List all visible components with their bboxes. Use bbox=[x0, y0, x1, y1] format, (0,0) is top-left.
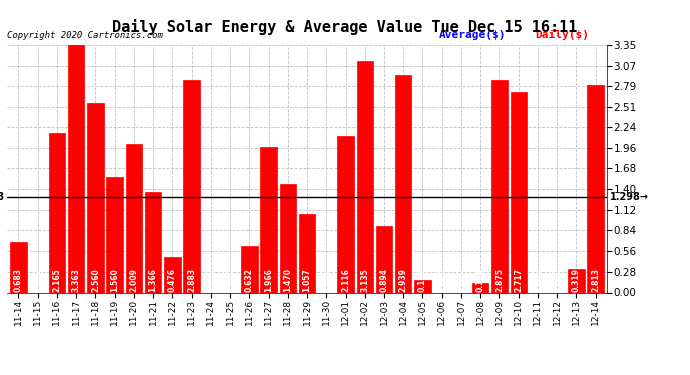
Bar bbox=[395, 75, 411, 292]
Text: 0.124: 0.124 bbox=[475, 268, 484, 292]
Text: 2.813: 2.813 bbox=[591, 268, 600, 292]
Text: 0.476: 0.476 bbox=[168, 268, 177, 292]
Text: Daily($): Daily($) bbox=[535, 30, 589, 40]
Text: 1.298→: 1.298→ bbox=[610, 192, 649, 202]
Bar bbox=[184, 80, 200, 292]
Bar bbox=[376, 226, 392, 292]
Bar bbox=[511, 92, 527, 292]
Bar bbox=[49, 132, 65, 292]
Text: 0.000: 0.000 bbox=[226, 268, 235, 292]
Bar bbox=[587, 85, 604, 292]
Text: 0.163: 0.163 bbox=[418, 268, 427, 292]
Text: 2.717: 2.717 bbox=[514, 268, 523, 292]
Bar bbox=[357, 61, 373, 292]
Text: 3.135: 3.135 bbox=[360, 268, 369, 292]
Bar bbox=[279, 184, 296, 292]
Text: 0.683: 0.683 bbox=[14, 268, 23, 292]
Bar bbox=[414, 280, 431, 292]
Bar bbox=[87, 104, 104, 292]
Text: ←1.298: ←1.298 bbox=[0, 192, 4, 202]
Text: 0.632: 0.632 bbox=[245, 268, 254, 292]
Bar bbox=[68, 44, 84, 292]
Bar bbox=[260, 147, 277, 292]
Text: 1.366: 1.366 bbox=[148, 268, 157, 292]
Text: 0.000: 0.000 bbox=[457, 268, 466, 292]
Bar bbox=[164, 257, 181, 292]
Bar bbox=[337, 136, 354, 292]
Bar bbox=[472, 284, 489, 292]
Text: 2.560: 2.560 bbox=[91, 268, 100, 292]
Text: 2.939: 2.939 bbox=[399, 268, 408, 292]
Text: 0.000: 0.000 bbox=[553, 268, 562, 292]
Text: 0.000: 0.000 bbox=[33, 268, 42, 292]
Text: 2.009: 2.009 bbox=[130, 268, 139, 292]
Text: Copyright 2020 Cartronics.com: Copyright 2020 Cartronics.com bbox=[7, 31, 163, 40]
Bar bbox=[299, 214, 315, 292]
Bar bbox=[241, 246, 257, 292]
Text: 3.363: 3.363 bbox=[72, 268, 81, 292]
Text: 0.000: 0.000 bbox=[206, 268, 215, 292]
Text: 0.000: 0.000 bbox=[322, 268, 331, 292]
Text: Average($): Average($) bbox=[439, 30, 506, 40]
Bar bbox=[145, 192, 161, 292]
Bar bbox=[10, 242, 27, 292]
Bar bbox=[126, 144, 142, 292]
Text: 1.966: 1.966 bbox=[264, 268, 273, 292]
Text: 2.883: 2.883 bbox=[187, 268, 196, 292]
Text: Daily Solar Energy & Average Value Tue Dec 15 16:11: Daily Solar Energy & Average Value Tue D… bbox=[112, 19, 578, 35]
Text: 1.470: 1.470 bbox=[284, 268, 293, 292]
Text: 0.000: 0.000 bbox=[533, 268, 542, 292]
Text: 0.894: 0.894 bbox=[380, 268, 388, 292]
Text: 1.057: 1.057 bbox=[302, 268, 312, 292]
Bar bbox=[106, 177, 123, 292]
Text: 0.319: 0.319 bbox=[572, 268, 581, 292]
Bar bbox=[569, 269, 584, 292]
Text: 2.116: 2.116 bbox=[341, 268, 350, 292]
Text: 2.165: 2.165 bbox=[52, 268, 61, 292]
Text: 1.560: 1.560 bbox=[110, 268, 119, 292]
Text: 2.875: 2.875 bbox=[495, 268, 504, 292]
Text: 0.000: 0.000 bbox=[437, 268, 446, 292]
Bar bbox=[491, 80, 508, 292]
